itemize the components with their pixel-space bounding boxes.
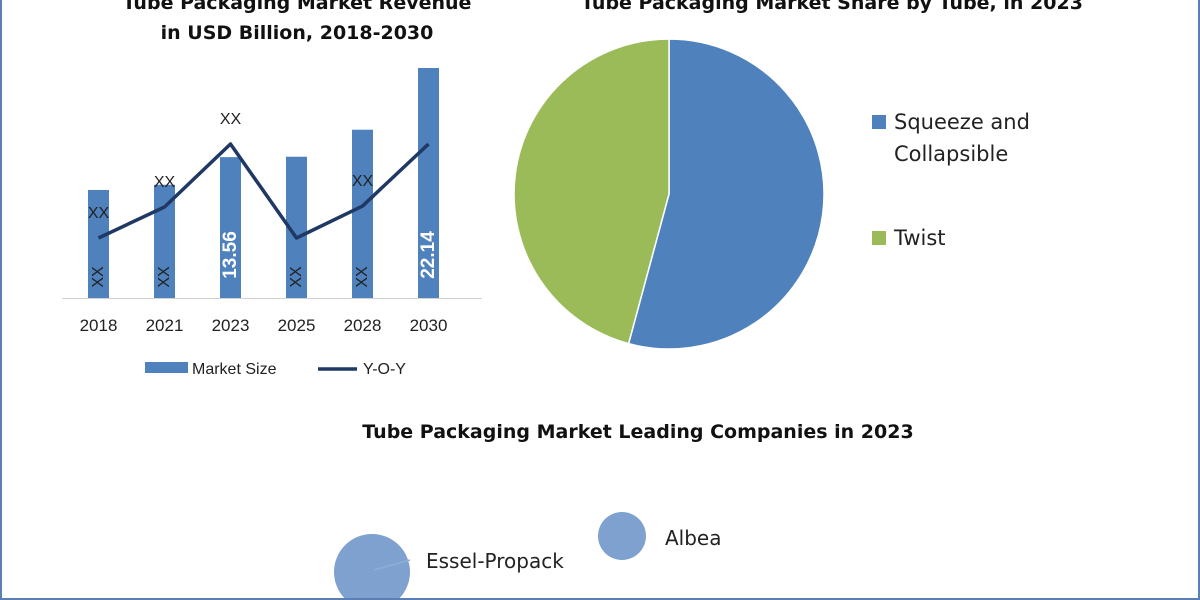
bar-label-2030: 22.14: [418, 231, 439, 279]
pie-slice-squeeze: [627, 38, 825, 350]
x-tick-2021: 2021: [146, 316, 184, 335]
companies-chart-title: Tube Packaging Market Leading Companies …: [362, 421, 914, 443]
bar-label-2028: XX: [354, 266, 371, 288]
legend-item-squeeze: Squeeze and Collapsible: [872, 106, 1064, 170]
x-tick-2018: 2018: [80, 316, 118, 335]
bar-2025: [286, 156, 307, 298]
bar-2021: [154, 184, 175, 298]
bar-label-2018: XX: [90, 266, 107, 288]
legend-swatch-squeeze: [872, 115, 886, 129]
legend-swatch-twist: [872, 231, 886, 245]
legend-swatch-market-size: [145, 362, 188, 373]
revenue-chart-title: Tube Packaging Market Revenue in USD Bil…: [122, 0, 472, 44]
bar-2018: [88, 189, 109, 298]
bar-label-2021: XX: [156, 266, 173, 288]
yoy-label-2018: XX: [88, 205, 110, 222]
bubble-label-albea: Albea: [665, 526, 722, 550]
legend-label-twist: Twist: [894, 226, 946, 250]
bubble-essel-propack: [334, 534, 410, 598]
legend-label-squeeze: Squeeze and Collapsible: [894, 110, 1030, 166]
x-tick-2028: 2028: [344, 316, 382, 335]
yoy-line: [97, 142, 430, 240]
x-tick-2025: 2025: [278, 316, 316, 335]
revenue-chart: 2018 XX 2021 XX 2023 13.56 2025 XX 2028 XX 2030 22.…: [62, 68, 482, 378]
share-chart-title: Tube Packaging Market Share by Tube, in …: [581, 0, 1083, 14]
legend-label-yoy: Y-O-Y: [363, 361, 406, 378]
bar-2030: [418, 68, 439, 298]
yoy-label-2021: XX: [154, 174, 176, 191]
legend-label-market-size: Market Size: [192, 361, 277, 378]
share-pie-chart: [513, 38, 825, 350]
bar-2028: [352, 129, 373, 298]
bubble-albea: [598, 512, 646, 560]
x-tick-2030: 2030: [410, 316, 448, 335]
companies-bubble-chart: [334, 512, 646, 598]
pie-slice-twist: [513, 38, 670, 345]
bubble-label-essel-propack: Essel-Propack: [426, 549, 564, 573]
x-tick-2023: 2023: [212, 316, 250, 335]
bar-label-2023: 13.56: [220, 231, 241, 279]
legend-item-twist: Twist: [872, 222, 1064, 254]
yoy-label-2023: XX: [220, 111, 242, 128]
bar-2023: [220, 157, 241, 298]
bar-label-2025: XX: [288, 266, 305, 288]
bubble-leader-line: [373, 559, 411, 571]
yoy-label-2028: XX: [352, 173, 374, 190]
